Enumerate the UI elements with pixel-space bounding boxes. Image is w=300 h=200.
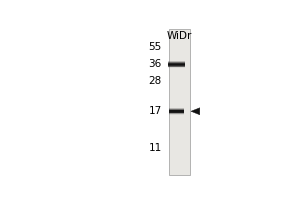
Bar [168,65,185,66]
Polygon shape [191,108,200,115]
Bar [168,62,185,63]
Text: WiDr: WiDr [167,31,192,41]
Bar [168,64,185,65]
Bar [168,66,185,67]
Bar [169,110,184,111]
Bar [169,29,190,175]
Bar [169,113,184,114]
Bar [169,112,184,113]
Bar [169,111,184,112]
Bar [169,109,184,110]
Bar [168,62,185,63]
Bar [169,113,184,114]
Bar [169,110,184,111]
Bar [168,61,185,62]
Bar [169,110,184,111]
Bar [168,63,185,64]
Bar [168,61,185,62]
Bar [169,112,184,113]
Text: 36: 36 [148,59,162,69]
Bar [168,65,185,66]
Text: 55: 55 [148,42,162,52]
Bar [168,63,185,64]
Bar [168,67,185,68]
Text: 11: 11 [148,143,162,153]
Bar [169,112,184,113]
Bar [168,64,185,65]
Text: 17: 17 [148,106,162,116]
Bar [168,66,185,67]
Bar [169,108,184,109]
Bar [169,109,184,110]
Bar [168,64,185,65]
Bar [169,111,184,112]
Bar [168,66,185,67]
Text: 28: 28 [148,76,162,86]
Bar [169,114,184,115]
Bar [169,108,184,109]
